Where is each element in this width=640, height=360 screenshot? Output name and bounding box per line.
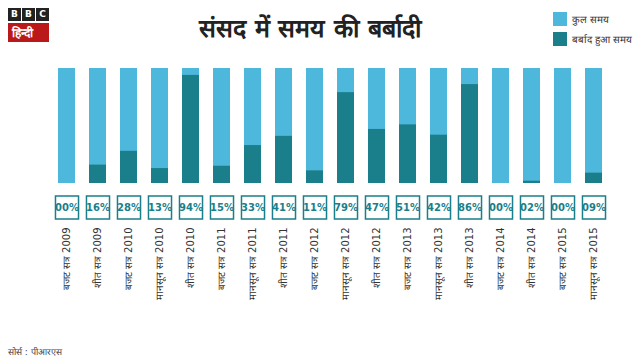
svg-text:16%: 16% xyxy=(86,202,110,213)
html-text:सोर्स : पीआरएस: सोर्स : पीआरएस xyxy=(8,347,62,357)
svg-text:मानसून सत्र 2015: मानसून सत्र 2015 xyxy=(588,228,600,301)
html-text:संसद में समय की बर्बादी: संसद में समय की बर्बादी xyxy=(199,14,421,43)
svg-text:शीत सत्र 2012: शीत सत्र 2012 xyxy=(371,228,382,289)
html-text:कुल समय: कुल समय xyxy=(571,14,609,25)
svg-text:00%: 00% xyxy=(551,202,575,213)
svg-text:79%: 79% xyxy=(334,202,358,213)
svg-text:मानसून सत्र 2011: मानसून सत्र 2011 xyxy=(247,228,259,301)
svg-text:शीत सत्र 2014: शीत सत्र 2014 xyxy=(526,228,537,289)
svg-text:बजट सत्र 2011: बजट सत्र 2011 xyxy=(216,228,227,291)
svg-text:02%: 02% xyxy=(520,202,544,213)
svg-text:47%: 47% xyxy=(365,202,389,213)
svg-text:28%: 28% xyxy=(117,202,141,213)
svg-text:शीत सत्र 2013: शीत सत्र 2013 xyxy=(464,228,475,289)
svg-text:00%: 00% xyxy=(55,202,79,213)
svg-text:13%: 13% xyxy=(148,202,172,213)
svg-text:शीत सत्र 2010: शीत सत्र 2010 xyxy=(185,228,196,289)
svg-text:मानसून सत्र 2010: मानसून सत्र 2010 xyxy=(154,228,166,301)
html-text:C: C xyxy=(39,9,46,19)
svg-text:42%: 42% xyxy=(427,202,451,213)
svg-text:शीत सत्र 2009: शीत सत्र 2009 xyxy=(92,228,103,289)
svg-text:33%: 33% xyxy=(241,202,265,213)
svg-text:11%: 11% xyxy=(303,202,327,213)
svg-text:94%: 94% xyxy=(179,202,203,213)
svg-text:00%: 00% xyxy=(489,202,513,213)
svg-text:बजट सत्र 2012: बजट सत्र 2012 xyxy=(309,228,320,291)
svg-text:86%: 86% xyxy=(458,202,482,213)
svg-text:बजट सत्र 2013: बजट सत्र 2013 xyxy=(402,228,413,291)
svg-text:41%: 41% xyxy=(272,202,296,213)
html-text:B: B xyxy=(25,9,32,19)
svg-text:मानसून सत्र 2013: मानसून सत्र 2013 xyxy=(433,228,445,301)
svg-text:बजट सत्र 2010: बजट सत्र 2010 xyxy=(123,228,134,291)
svg-text:बजट सत्र 2014: बजट सत्र 2014 xyxy=(495,228,506,291)
svg-text:15%: 15% xyxy=(210,202,234,213)
html-text:बर्बाद हुआ समय: बर्बाद हुआ समय xyxy=(571,34,632,45)
svg-text:शीत सत्र 2011: शीत सत्र 2011 xyxy=(278,228,289,289)
html-text:हिन्दी: हिन्दी xyxy=(12,26,33,40)
svg-text:09%: 09% xyxy=(582,202,606,213)
html-text:B: B xyxy=(11,9,18,19)
svg-text:मानसून सत्र 2012: मानसून सत्र 2012 xyxy=(340,228,352,301)
svg-text:बजट सत्र 2015: बजट सत्र 2015 xyxy=(557,228,568,291)
svg-text:51%: 51% xyxy=(396,202,420,213)
svg-text:बजट सत्र 2009: बजट सत्र 2009 xyxy=(61,228,72,291)
